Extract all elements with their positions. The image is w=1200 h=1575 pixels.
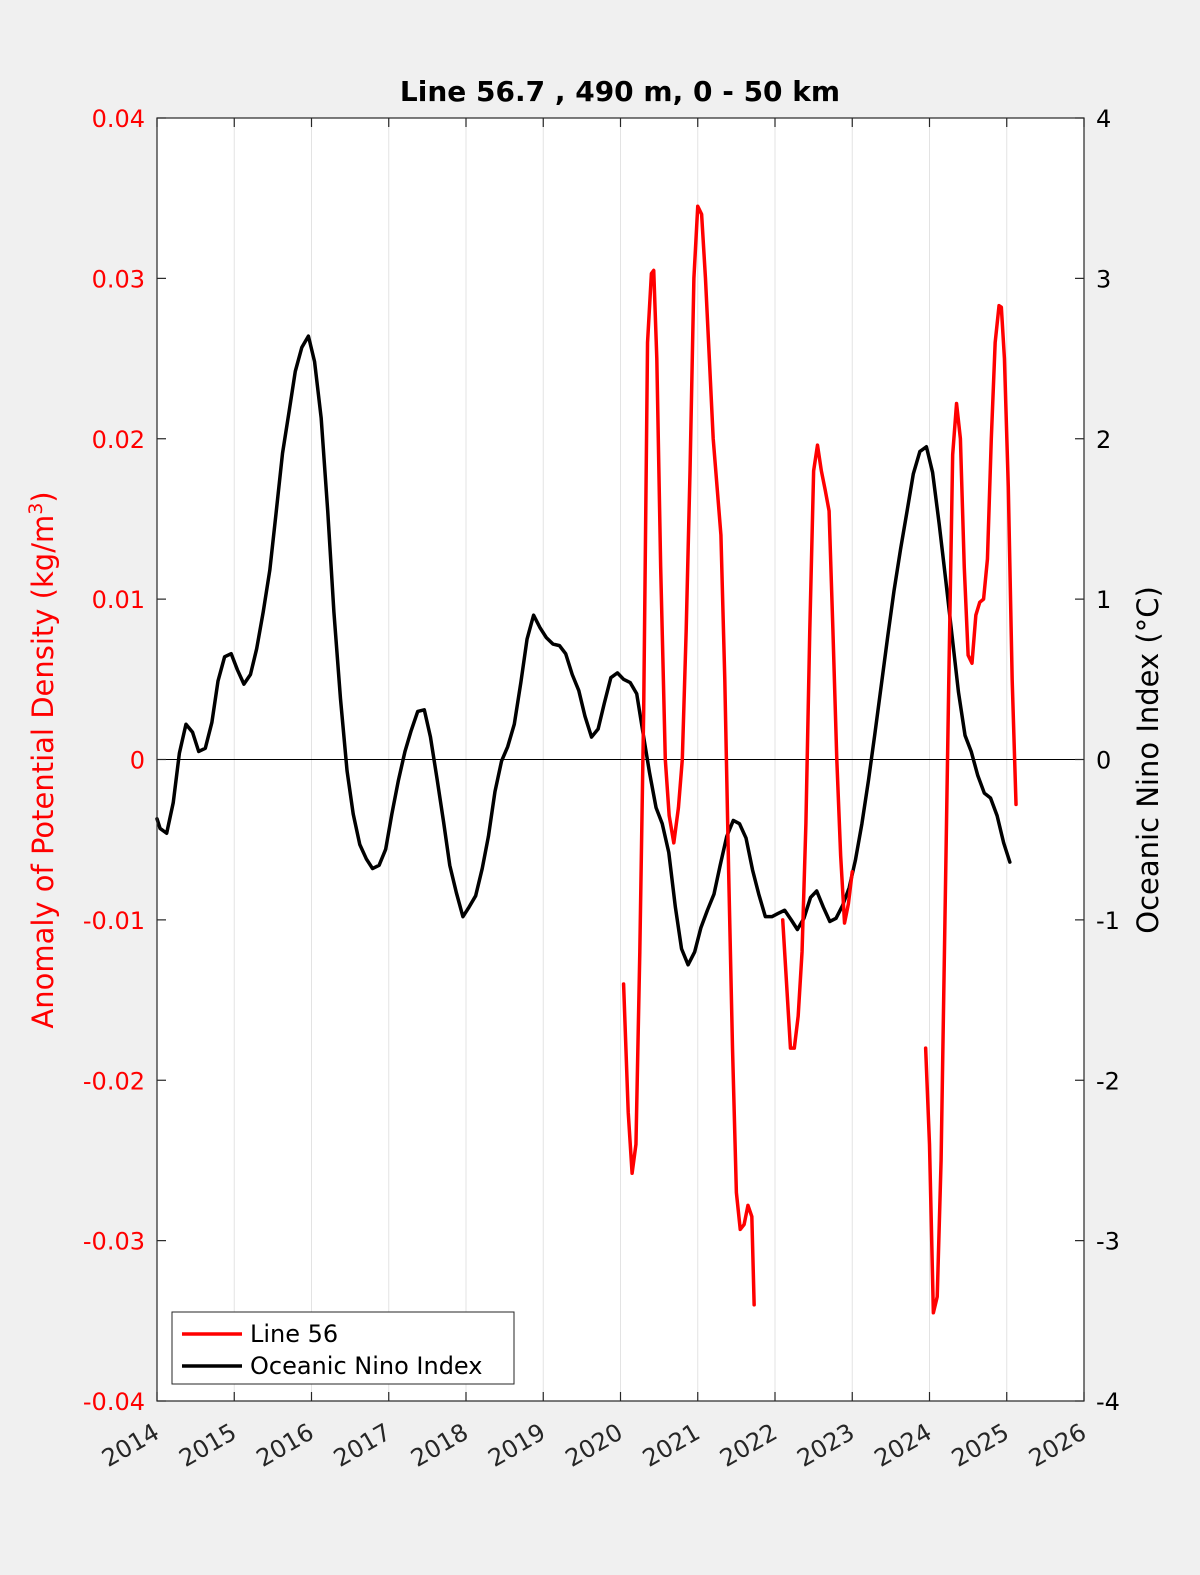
y-right-tick-labels: 4 3 2 1 0 -1 -2 -3 -4 <box>1096 105 1120 1416</box>
y-left-tick-label: 0 <box>130 747 145 775</box>
y-right-tick-label: 2 <box>1096 426 1111 454</box>
legend: Line 56 Oceanic Nino Index <box>171 1311 515 1385</box>
y-right-tick-label: 1 <box>1096 586 1111 614</box>
y-left-tick-label: -0.03 <box>83 1228 145 1256</box>
y-left-tick-label: 0.01 <box>92 586 145 614</box>
y-left-tick-label: 0.02 <box>92 426 145 454</box>
y-left-tick-labels: 0.04 0.03 0.02 0.01 0 -0.01 -0.02 -0.03 -0.04 <box>83 105 145 1416</box>
y-left-tick-label: 0.03 <box>92 265 145 293</box>
series-oni-segment <box>155 334 1012 967</box>
y-right-axis-label: Oceanic Nino Index (°C) <box>1131 586 1165 934</box>
y-left-axis-label-main: Anomaly of Potential Density (kg/m <box>26 515 60 1029</box>
y-left-axis-label-sup: 3 <box>25 503 47 515</box>
y-right-tick-label: -2 <box>1096 1067 1120 1095</box>
y-right-tick-label: 0 <box>1096 747 1111 775</box>
series-line56-segment <box>923 303 1018 1315</box>
series-line56-segment <box>621 204 756 1307</box>
chart-title: Line 56.7 , 490 m, 0 - 50 km <box>400 75 840 108</box>
y-right-tick-label: -3 <box>1096 1228 1120 1256</box>
legend-box <box>171 1311 515 1385</box>
y-left-tick-label: -0.01 <box>83 907 145 935</box>
y-left-tick-label: -0.04 <box>83 1388 145 1416</box>
series-lines <box>155 204 1018 1315</box>
series-line56-segment <box>780 443 854 1050</box>
y-right-tick-label: 4 <box>1096 105 1111 133</box>
legend-label-line56: Line 56 <box>250 1320 338 1348</box>
y-left-tick-label: -0.02 <box>83 1067 145 1095</box>
y-right-tick-label: -1 <box>1096 907 1120 935</box>
y-right-tick-label: -4 <box>1096 1388 1120 1416</box>
y-right-tick-label: 3 <box>1096 265 1111 293</box>
tick-marks <box>156 117 1085 1402</box>
y-left-axis-label: Anomaly of Potential Density (kg/m3) <box>25 491 60 1028</box>
legend-label-oni: Oceanic Nino Index <box>250 1352 482 1380</box>
y-left-tick-label: 0.04 <box>92 105 145 133</box>
y-left-axis-label-close: ) <box>26 491 60 502</box>
